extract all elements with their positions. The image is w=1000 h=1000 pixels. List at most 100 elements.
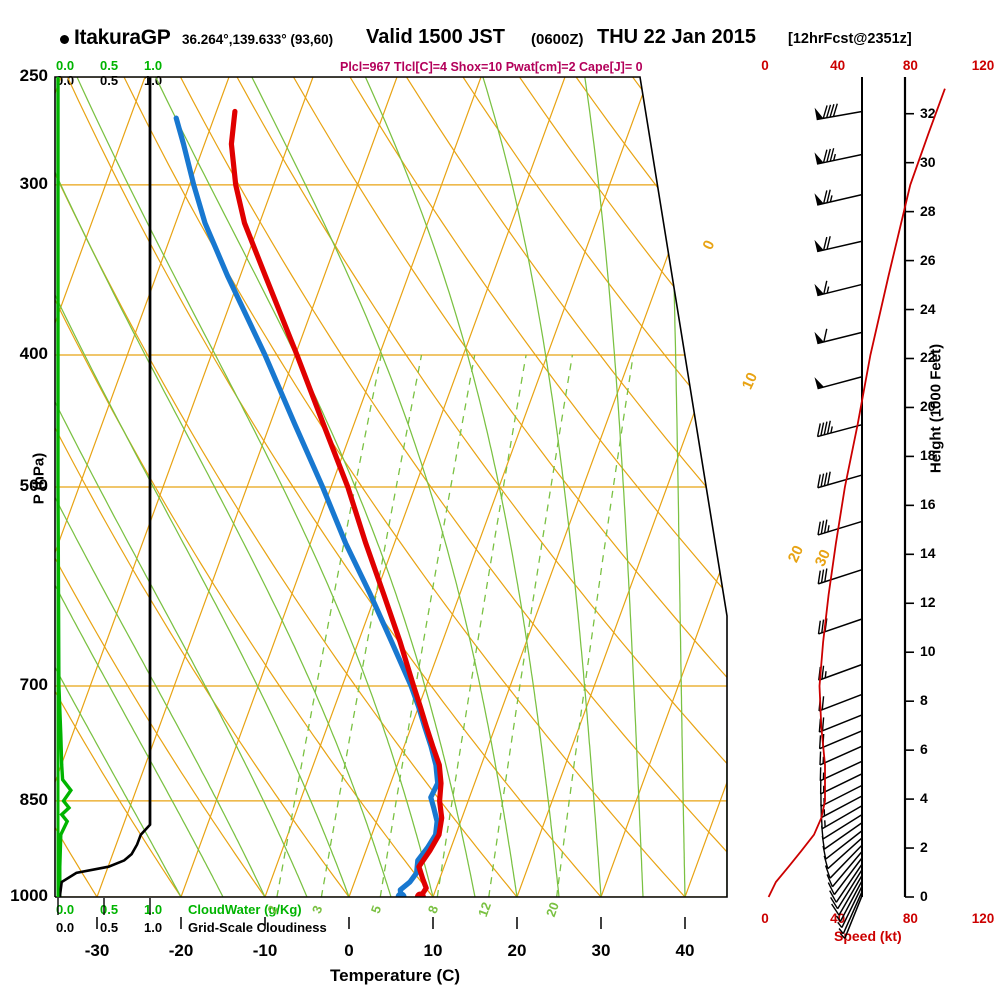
pressure-tick-400: 400 <box>19 344 48 363</box>
wind-barb <box>818 730 863 750</box>
cloudwater-tick-1: 0.5 <box>100 58 119 73</box>
valid-date: THU 22 Jan 2015 <box>597 26 756 48</box>
wind-barb <box>830 869 863 910</box>
pressure-tick-500: 500 <box>19 476 48 495</box>
wind-barb <box>829 863 863 903</box>
height-tick-18: 18 <box>920 447 936 464</box>
speed-tick-40-top: 40 <box>830 58 846 73</box>
station-coordinates: 36.264°,139.633° (93,60) <box>182 32 334 47</box>
wind-barb <box>819 760 863 782</box>
cloudwater-scale-bottom: 0.0 0.5 1.0 CloudWater (g/Kg) <box>56 902 302 917</box>
height-tick-10: 10 <box>920 643 936 660</box>
height-tick-28: 28 <box>920 202 936 219</box>
temperature-curve-surface-marker <box>414 891 426 897</box>
wind-barb <box>824 844 863 879</box>
height-tick-14: 14 <box>920 545 936 562</box>
wind-barb <box>826 851 863 888</box>
temperature-axis-label: Temperature (C) <box>330 966 461 985</box>
wind-barb <box>817 519 863 536</box>
wind-barb <box>814 148 863 165</box>
temperature-tick--10: -10 <box>252 941 278 960</box>
height-tick-12: 12 <box>920 594 936 611</box>
speed-tick-0-bot: 0 <box>761 911 769 926</box>
pressure-tick-850: 850 <box>19 789 48 809</box>
dry-adiabat-label: 0 <box>699 238 718 253</box>
wind-barb <box>814 280 863 297</box>
cloudiness-axis-label: Grid-Scale Cloudiness <box>188 920 327 935</box>
wind-speed-curve <box>767 88 946 898</box>
wind-barb <box>816 420 863 438</box>
pressure-tick-700: 700 <box>19 675 48 695</box>
speed-tick-120-bot: 120 <box>971 911 995 926</box>
station-marker-icon <box>60 35 69 44</box>
valid-time-utc: (0600Z) <box>531 31 584 48</box>
wind-barb <box>814 189 863 206</box>
height-tick-30: 30 <box>920 153 936 170</box>
wind-barb <box>817 471 863 489</box>
cloudiness-tick-b0: 0.0 <box>56 920 75 935</box>
mixing-ratio-label: 5 <box>368 903 385 915</box>
wind-barb <box>814 328 863 345</box>
wind-barb <box>814 236 863 253</box>
wind-barb <box>837 885 863 929</box>
wind-barb <box>839 895 863 939</box>
cloudwater-axis-label: CloudWater (g/Kg) <box>188 902 302 917</box>
temperature-tick--20: -20 <box>168 941 194 960</box>
mixing-ratio-label: 20 <box>543 900 562 919</box>
height-tick-20: 20 <box>920 398 936 415</box>
temperature-tick-10: 10 <box>423 941 443 960</box>
stability-indices: Plcl=967 Tlcl[C]=4 Shox=10 Pwat[cm]=2 Ca… <box>340 60 643 74</box>
cloudwater-tick-0: 0.0 <box>56 58 75 73</box>
cloudiness-scale-bottom: 0.0 0.5 1.0 Grid-Scale Cloudiness <box>56 920 327 935</box>
wind-barb <box>817 568 863 585</box>
temperature-tick--30: -30 <box>84 941 110 960</box>
station-name: ItakuraGP <box>74 26 171 49</box>
dewpoint-curve-surface-marker <box>395 891 407 897</box>
height-tick-8: 8 <box>920 692 928 709</box>
wind-barb <box>831 874 863 916</box>
cloudiness-tick-b2: 1.0 <box>144 920 163 935</box>
plot-border <box>54 76 728 898</box>
height-tick-24: 24 <box>920 300 936 317</box>
wind-barb <box>822 830 863 860</box>
cloudwater-scale-top: 0.0 0.5 1.0 <box>56 58 188 73</box>
wind-barb <box>818 693 863 712</box>
wind-barb <box>827 857 863 896</box>
dry-adiabat-label: 30 <box>812 547 834 569</box>
cloudiness-tick-b1: 0.5 <box>100 920 119 935</box>
wind-barb <box>820 795 863 819</box>
wind-barb <box>835 880 863 922</box>
wind-barb <box>838 891 863 935</box>
temperature-tick-30: 30 <box>591 941 611 960</box>
height-tick-4: 4 <box>920 790 928 807</box>
wind-barb <box>823 837 863 870</box>
wind-barb <box>820 784 863 807</box>
temperature-tick-0: 0 <box>344 941 354 960</box>
height-tick-26: 26 <box>920 251 936 268</box>
wind-barb <box>814 103 863 121</box>
height-tick-6: 6 <box>920 741 928 758</box>
wind-barb <box>819 773 863 795</box>
pressure-tick-250: 250 <box>19 66 48 85</box>
speed-tick-120-top: 120 <box>971 58 995 73</box>
temperature-tick-20: 20 <box>507 941 527 960</box>
height-tick-22: 22 <box>920 349 936 366</box>
wind-barb <box>814 376 863 390</box>
height-tick-16: 16 <box>920 496 936 513</box>
speed-axis-label: Speed (kt) <box>834 928 902 944</box>
wind-barb <box>818 663 863 681</box>
speed-tick-0-top: 0 <box>761 58 769 73</box>
height-tick-32: 32 <box>920 104 936 121</box>
cloudwater-tick-b2: 1.0 <box>144 902 163 917</box>
dry-adiabat-label: 20 <box>785 543 807 565</box>
mixing-ratio-label: 3 <box>309 903 326 915</box>
height-tick-2: 2 <box>920 839 928 856</box>
pressure-tick-300: 300 <box>19 173 48 193</box>
speed-tick-80-bot: 80 <box>902 911 918 926</box>
forecast-tag: [12hrFcst@2351z] <box>788 31 912 47</box>
temperature-tick-40: 40 <box>675 941 695 960</box>
cloudwater-tick-2: 1.0 <box>144 58 163 73</box>
height-tick-0: 0 <box>920 888 928 904</box>
pressure-tick-1000: 1000 <box>10 886 48 905</box>
temperature-curve <box>228 108 445 897</box>
